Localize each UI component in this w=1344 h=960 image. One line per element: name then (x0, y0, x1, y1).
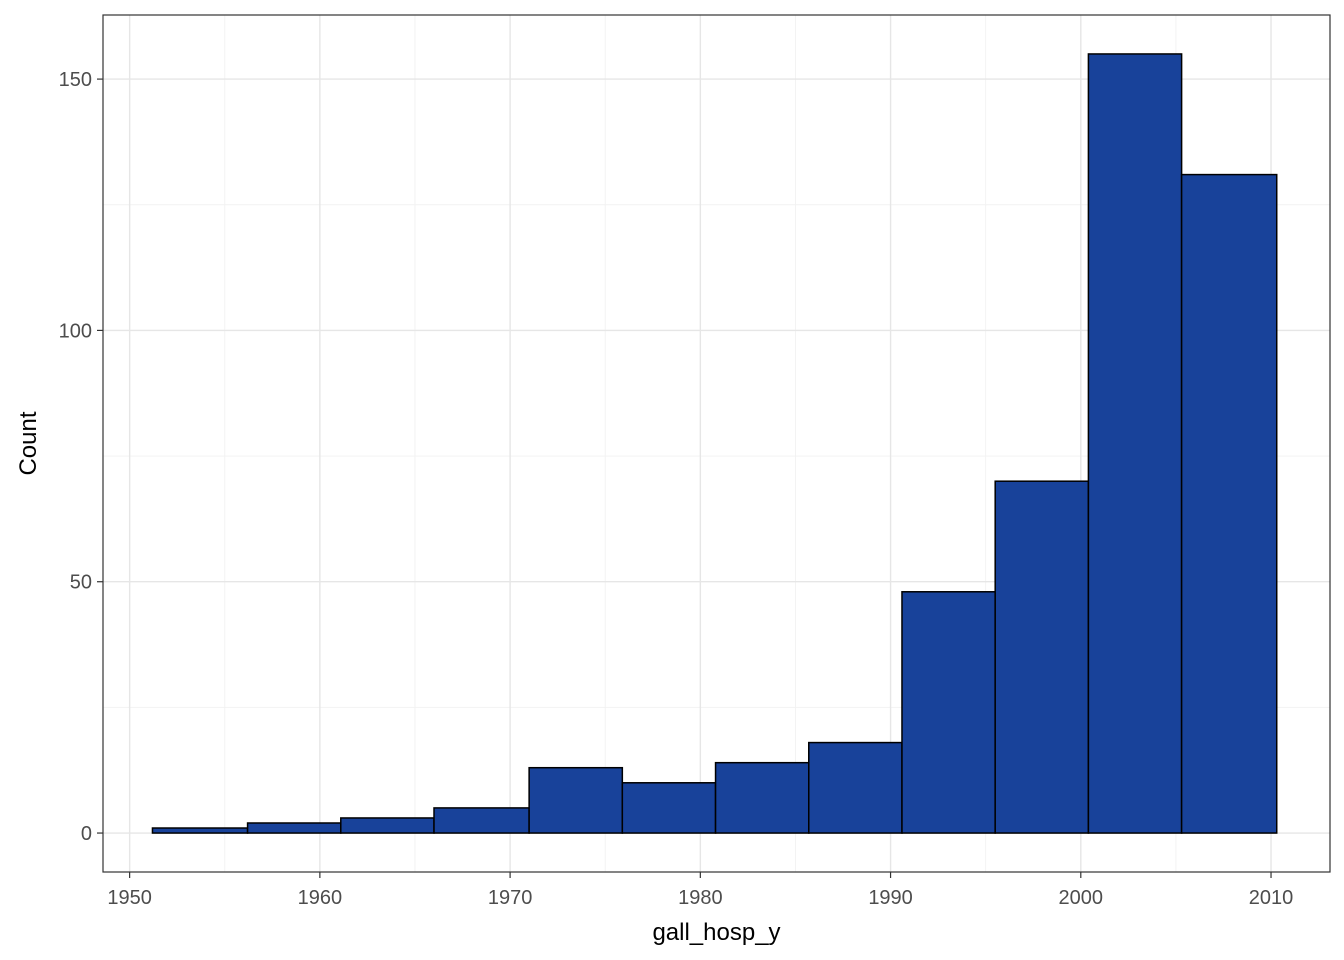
y-tick-label: 50 (70, 572, 92, 594)
histogram-bar-5 (528, 766, 624, 834)
histogram-bar-7 (714, 761, 810, 834)
y-tick-label: 0 (81, 823, 92, 845)
y-axis-title: Count (15, 411, 42, 475)
x-tick-label: 2000 (1059, 887, 1104, 909)
histogram-bar-4 (433, 807, 530, 834)
y-axis: 0 50 100 150 (59, 69, 103, 845)
histogram-bar-11 (1087, 53, 1183, 834)
x-tick-label: 1970 (488, 887, 533, 909)
histogram-bar-2 (246, 822, 342, 834)
y-tick-label: 150 (59, 69, 92, 91)
plot-panel-border (102, 14, 1331, 873)
y-tick-label: 100 (59, 320, 92, 342)
x-axis-title: gall_hosp_y (652, 919, 780, 946)
x-tick-label: 2010 (1249, 887, 1294, 909)
histogram-bar-8 (808, 741, 903, 834)
x-tick-label: 1990 (868, 887, 913, 909)
histogram-bar-6 (621, 782, 717, 834)
histogram-bars (151, 53, 1278, 834)
histogram-bar-9 (901, 591, 996, 834)
x-tick-label: 1980 (678, 887, 723, 909)
histogram-bar-10 (994, 480, 1090, 834)
x-tick-label: 1960 (298, 887, 343, 909)
histogram-bar-3 (340, 817, 435, 834)
x-axis: 1950 1960 1970 1980 1990 2000 2010 (107, 872, 1293, 909)
histogram-bar-12 (1180, 173, 1278, 834)
x-tick-label: 1950 (107, 887, 152, 909)
histogram-bar-1 (151, 827, 249, 834)
